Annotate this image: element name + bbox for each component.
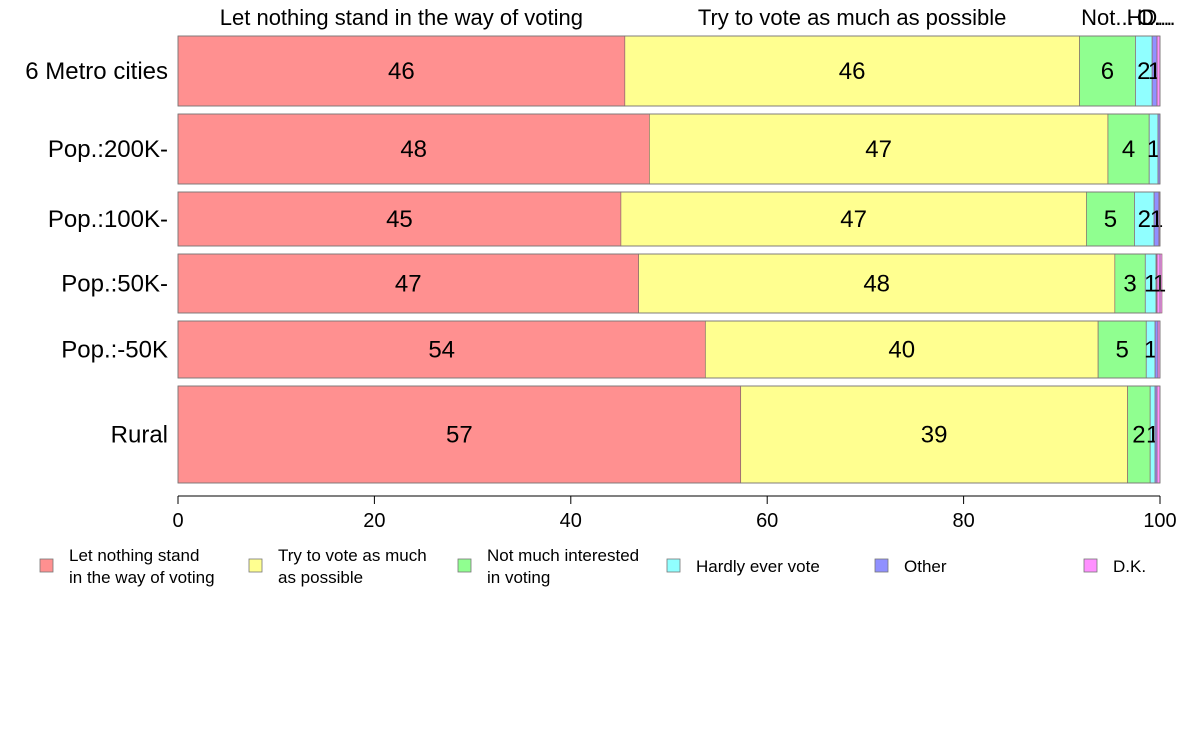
- bar-segment: [704, 320, 1099, 379]
- data-label: 1: [1144, 271, 1157, 298]
- data-label: 1: [1144, 337, 1157, 364]
- data-label: 2: [1138, 206, 1151, 233]
- category-label: Pop.:200K-: [48, 136, 168, 163]
- bar-outline: [177, 253, 1161, 314]
- legend-swatch: [248, 558, 263, 573]
- x-tick-label: 100: [1143, 510, 1176, 532]
- top-series-label: H...: [1127, 5, 1161, 30]
- data-label: 48: [400, 136, 427, 163]
- legend-label: Try to vote as much: [278, 546, 427, 565]
- data-label: 47: [395, 271, 422, 298]
- bar-outline: [177, 191, 1161, 247]
- bar-segment: [177, 191, 622, 247]
- data-label: 47: [840, 206, 867, 233]
- data-label: 1: [1150, 206, 1163, 233]
- data-label: 6: [1101, 58, 1114, 85]
- bar-segment: [1154, 320, 1159, 379]
- top-series-label: O...: [1137, 5, 1172, 30]
- bar-segment: [649, 113, 1109, 185]
- legend-swatch: [666, 558, 681, 573]
- data-label: 3: [1123, 271, 1136, 298]
- data-label: 40: [888, 337, 915, 364]
- bar-segment: [620, 191, 1087, 247]
- x-tick-label: 20: [363, 510, 385, 532]
- bar-segment: [177, 385, 742, 484]
- legend-label: Let nothing stand: [69, 546, 199, 565]
- legend-label: in voting: [487, 568, 550, 587]
- x-axis: 0 20 40 60 80 100: [172, 495, 1177, 532]
- bar-segment: [177, 113, 650, 185]
- data-label: 48: [863, 271, 890, 298]
- bar-segment: [177, 253, 639, 314]
- data-label: 5: [1116, 337, 1129, 364]
- data-label: 1: [1147, 136, 1160, 163]
- bar-outline: [177, 113, 1161, 185]
- bar-segment: [1107, 113, 1150, 185]
- category-labels: 6 Metro cities Pop.:200K- Pop.:100K- Pop.:5…: [25, 58, 168, 449]
- data-label: 4: [1122, 136, 1135, 163]
- bar-segment: [1156, 385, 1161, 484]
- top-series-label: D...: [1141, 5, 1175, 30]
- legend-swatch: [457, 558, 472, 573]
- data-label: 5: [1104, 206, 1117, 233]
- legend-swatch: [39, 558, 54, 573]
- bar-segment: [1097, 320, 1147, 379]
- legend-label: Not much interested: [487, 546, 639, 565]
- bar-outline: [177, 35, 1161, 107]
- category-label: Rural: [111, 422, 168, 449]
- legend-swatch: [874, 558, 889, 573]
- bar-segment: [1114, 253, 1146, 314]
- bar-segment: [740, 385, 1128, 484]
- data-label: 45: [386, 206, 413, 233]
- data-label: 2: [1132, 422, 1145, 449]
- legend-swatch: [1083, 558, 1098, 573]
- data-label: 54: [428, 337, 455, 364]
- top-series-labels: Let nothing stand in the way of voting Tr…: [220, 5, 1176, 30]
- bar-segment: [1156, 35, 1161, 107]
- bar-outline: [177, 385, 1161, 484]
- x-tick-label: 60: [756, 510, 778, 532]
- data-label: 57: [446, 422, 473, 449]
- x-tick-label: 40: [560, 510, 582, 532]
- legend-label: Hardly ever vote: [696, 557, 820, 576]
- bar-segment: [624, 35, 1080, 107]
- data-label: 47: [865, 136, 892, 163]
- category-label: Pop.:50K-: [61, 271, 168, 298]
- x-tick-label: 0: [172, 510, 183, 532]
- category-label: Pop.:-50K: [61, 337, 168, 364]
- data-label: 1: [1153, 271, 1166, 298]
- data-label: 2: [1137, 58, 1150, 85]
- category-label: Pop.:100K-: [48, 206, 168, 233]
- bar-segment: [1085, 191, 1135, 247]
- category-label: 6 Metro cities: [25, 58, 168, 85]
- data-label: 46: [388, 58, 415, 85]
- legend-label: as possible: [278, 568, 363, 587]
- top-series-label: Try to vote as much as possible: [698, 5, 1007, 30]
- legend-label: in the way of voting: [69, 568, 215, 587]
- legend-label: D.K.: [1113, 557, 1146, 576]
- data-label: 46: [839, 58, 866, 85]
- x-tick-label: 80: [952, 510, 974, 532]
- top-series-label: Let nothing stand in the way of voting: [220, 5, 583, 30]
- legend: Let nothing stand in the way of voting Try…: [39, 546, 1146, 587]
- top-series-label: Not...: [1081, 5, 1134, 30]
- bar-segment: [177, 320, 706, 379]
- data-label: 39: [921, 422, 948, 449]
- legend-label: Other: [904, 557, 947, 576]
- bar-outline: [177, 320, 1161, 379]
- bar-segment: [638, 253, 1116, 314]
